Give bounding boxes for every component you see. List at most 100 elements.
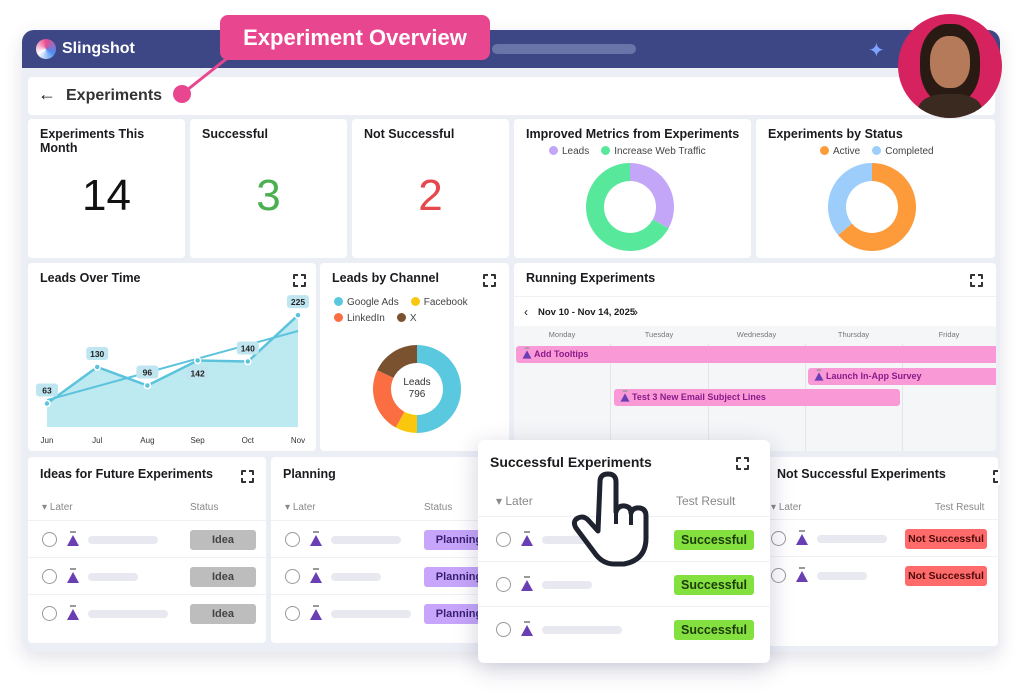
data-point[interactable] (244, 357, 252, 366)
data-point[interactable] (294, 311, 302, 319)
card-title: Not Successful Experiments (777, 467, 946, 481)
placeholder-name (331, 535, 401, 544)
expand-icon[interactable] (735, 456, 751, 472)
donut-slice-facebook[interactable] (395, 411, 417, 433)
expand-icon[interactable] (969, 273, 985, 289)
expand-icon[interactable] (240, 469, 256, 485)
chart-title: Experiments by Status (768, 127, 903, 141)
legend-x: X (396, 313, 416, 324)
date-range: Nov 10 - Nov 14, 2025 (538, 307, 636, 318)
donut-slice-google-ads[interactable] (417, 345, 461, 433)
placeholder-name (88, 609, 168, 618)
brand[interactable]: Slingshot (36, 39, 135, 59)
x-tick-label: Jul (92, 436, 102, 445)
search-bar[interactable] (492, 44, 636, 54)
donut-slice-x[interactable] (377, 345, 417, 378)
improved-metrics-card: Improved Metrics from Experiments Leads I… (514, 119, 751, 258)
data-label: 96 (143, 368, 153, 378)
table-row[interactable]: Idea (28, 594, 266, 631)
x-tick-label: Aug (140, 436, 154, 445)
sort-later-header[interactable]: ▾ Later (496, 494, 533, 508)
data-point[interactable] (93, 363, 101, 371)
sort-later-header[interactable]: ▾ Later (285, 502, 316, 513)
table-row[interactable]: Idea (28, 557, 266, 594)
gantt-bar[interactable]: Launch In-App Survey (808, 368, 996, 385)
select-radio[interactable] (771, 567, 786, 583)
data-label: 130 (90, 349, 104, 359)
select-radio[interactable] (285, 605, 300, 621)
kpi-value: 14 (82, 171, 131, 220)
status-badge: Not Successful (905, 565, 987, 586)
donut-slice-leads[interactable] (630, 163, 674, 229)
data-label-bg (236, 341, 259, 355)
leads-over-time-card: Leads Over Time 63 Jun 130 Jul 96 Aug 142 Sep 14… (28, 263, 316, 451)
donut-slice-completed[interactable] (828, 163, 872, 236)
status-badge: Planning (424, 566, 494, 587)
leads-line-chart: 63 Jun 130 Jul 96 Aug 142 Sep 140 Oct 225 Nov (36, 295, 309, 445)
gantt-bar[interactable]: Test 3 New Email Subject Lines (614, 389, 900, 406)
card-title: Planning (283, 467, 336, 481)
select-radio[interactable] (496, 531, 511, 547)
expand-icon[interactable] (482, 273, 498, 289)
data-point[interactable] (193, 356, 202, 365)
donut-slice-linkedin[interactable] (373, 370, 405, 428)
table-row[interactable]: Planning (271, 594, 511, 631)
status-badge: Planning (424, 603, 494, 624)
app-name: Slingshot (62, 40, 135, 57)
placeholder-name (542, 535, 612, 544)
data-label-bg (36, 383, 58, 397)
day-header: Monday (548, 330, 576, 339)
placeholder-name (542, 580, 592, 589)
table-row[interactable]: Not Successful (765, 556, 998, 593)
select-radio[interactable] (771, 530, 786, 546)
status-donut (828, 163, 916, 251)
select-radio[interactable] (42, 605, 57, 621)
table-row[interactable]: Planning (271, 557, 511, 594)
legend-facebook: Facebook (410, 297, 468, 308)
legend-completed: Completed (872, 146, 934, 157)
experiments-by-status-card: Experiments by Status Active Completed (756, 119, 995, 258)
avatar[interactable] (898, 14, 1002, 118)
donut-slice-increase-web-traffic[interactable] (586, 163, 669, 251)
data-label: 142 (191, 368, 205, 378)
sparkle-icon[interactable]: ✦ (868, 40, 885, 62)
table-row[interactable]: Idea (28, 520, 266, 557)
select-radio[interactable] (42, 568, 57, 584)
status-badge: Successful (674, 619, 754, 640)
data-label: 63 (42, 386, 52, 396)
data-label-bg (186, 366, 209, 380)
select-radio[interactable] (285, 568, 300, 584)
day-header: Thursday (837, 330, 870, 339)
sort-later-header[interactable]: ▾ Later (771, 502, 802, 513)
data-point[interactable] (43, 399, 51, 408)
flask-icon (620, 390, 630, 402)
placeholder-name (331, 609, 411, 618)
gantt-bar[interactable]: Add Tooltips (516, 346, 996, 363)
table-row[interactable]: Successful (478, 606, 770, 651)
column-header[interactable]: Test Result (935, 502, 985, 513)
legend-leads: Leads (549, 146, 589, 157)
table-row[interactable]: Not Successful (765, 519, 998, 556)
ideas-card: Ideas for Future Experiments ▾ Later Statu… (28, 457, 266, 643)
column-header[interactable]: Test Result (676, 494, 736, 508)
chart-title: Improved Metrics from Experiments (526, 127, 740, 141)
sort-later-header[interactable]: ▾ Later (42, 502, 73, 513)
expand-icon[interactable] (292, 273, 308, 289)
select-radio[interactable] (285, 531, 300, 547)
prev-week-button[interactable]: ‹ (524, 305, 528, 319)
select-radio[interactable] (42, 531, 57, 547)
data-point[interactable] (143, 381, 152, 390)
table-row[interactable]: Planning (271, 520, 511, 557)
flask-icon (796, 529, 808, 545)
next-week-button[interactable]: › (634, 305, 638, 319)
day-header: Friday (938, 330, 960, 339)
column-header[interactable]: Status (190, 502, 219, 513)
select-radio[interactable] (496, 621, 511, 637)
data-label: 225 (291, 297, 305, 307)
donut-slice-active[interactable] (838, 163, 916, 251)
status-badge: Successful (674, 529, 754, 550)
back-arrow-icon[interactable]: ← (38, 84, 56, 104)
column-header[interactable]: Status (424, 502, 453, 513)
expand-icon[interactable] (992, 469, 1000, 485)
select-radio[interactable] (496, 576, 511, 592)
